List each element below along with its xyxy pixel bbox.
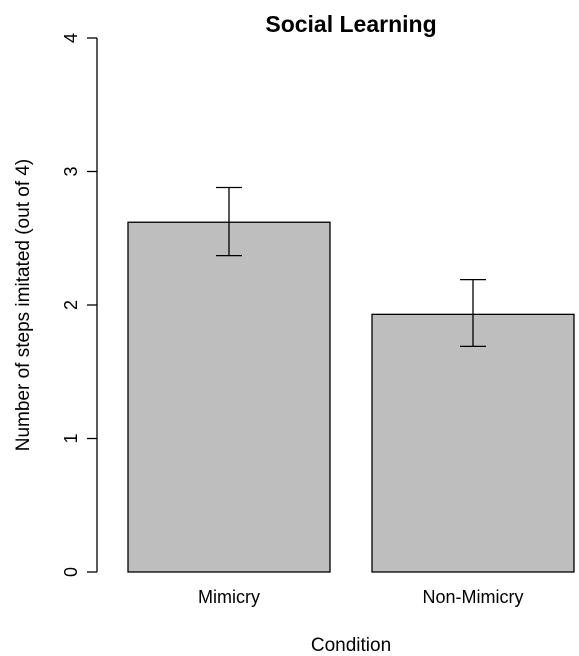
y-tick-label: 4 (61, 33, 81, 43)
y-axis-label: Number of steps imitated (out of 4) (13, 159, 34, 452)
y-axis: 0 1 2 3 4 (61, 33, 98, 577)
error-bars-group (216, 186, 486, 348)
chart-title: Social Learning (265, 11, 436, 37)
bar-mimicry (127, 221, 331, 573)
x-tick-labels: Mimicry Non-Mimicry (198, 587, 523, 607)
x-tick-label: Non-Mimicry (423, 587, 524, 607)
bar-non-mimicry (371, 313, 575, 573)
x-tick-label: Mimicry (198, 587, 260, 607)
bars-group (127, 221, 575, 573)
y-tick-label: 1 (61, 433, 81, 443)
x-axis-label: Condition (311, 635, 391, 656)
y-tick-label: 3 (61, 166, 81, 176)
y-tick-label: 0 (61, 567, 81, 577)
y-tick-label: 2 (61, 300, 81, 310)
